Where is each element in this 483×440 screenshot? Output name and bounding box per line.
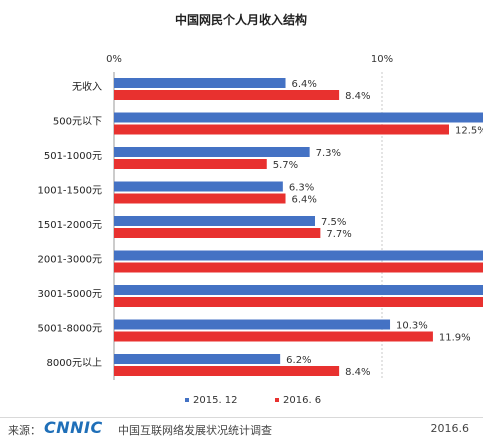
bar	[114, 228, 321, 238]
bar	[114, 216, 315, 226]
bar	[114, 250, 483, 261]
bar	[114, 147, 310, 157]
bar-value-label: 6.2%	[286, 355, 311, 366]
bar	[114, 262, 483, 273]
bar-value-label: 7.7%	[326, 229, 351, 240]
bar-value-label: 6.4%	[292, 79, 317, 90]
category-label: 501-1000元	[44, 151, 102, 162]
bar-value-label: 11.9%	[439, 333, 471, 344]
bar	[114, 297, 483, 307]
bar-value-label: 6.3%	[289, 183, 314, 194]
category-label: 无收入	[72, 80, 102, 93]
category-label: 8000元以上	[47, 357, 102, 369]
chart: 中国网民个人月收入结构0%10%20%无收入6.4%8.4%500元以下14.2…	[37, 12, 483, 406]
legend-swatch	[185, 398, 189, 402]
cnnic-logo: CNNIC	[44, 418, 103, 437]
bar-value-label: 8.4%	[345, 367, 370, 378]
bar-value-label: 8.4%	[345, 91, 370, 102]
category-label: 3001-5000元	[37, 289, 102, 300]
category-label: 2001-3000元	[37, 255, 102, 266]
bar	[114, 181, 283, 192]
bar	[114, 124, 449, 135]
source-label: 来源：	[8, 424, 41, 437]
bar	[114, 331, 433, 342]
category-label: 1501-2000元	[37, 220, 102, 231]
bar	[114, 285, 483, 295]
legend-label: 2015. 12	[193, 395, 238, 406]
bar-value-label: 7.5%	[321, 217, 346, 228]
bar-value-label: 7.3%	[316, 148, 341, 159]
bar	[114, 319, 391, 330]
bar-value-label: 10.3%	[396, 321, 428, 332]
bar	[114, 90, 340, 100]
bar-value-label: 5.7%	[273, 160, 298, 171]
bar	[114, 78, 286, 88]
chart-title: 中国网民个人月收入结构	[175, 12, 307, 27]
x-tick-label: 10%	[371, 54, 393, 65]
category-label: 5001-8000元	[37, 324, 102, 335]
bar	[114, 112, 483, 123]
bar-value-label: 12.5%	[455, 126, 483, 137]
footer: 来源： CNNIC 中国互联网络发展状况统计调查 2016.6	[0, 417, 483, 440]
bar	[114, 193, 286, 204]
source-org: 中国互联网络发展状况统计调查	[118, 424, 272, 437]
legend-swatch	[275, 398, 279, 402]
category-label: 1001-1500元	[37, 186, 102, 197]
x-tick-label: 0%	[106, 54, 122, 65]
bar	[114, 159, 267, 169]
source-date: 2016.6	[430, 422, 470, 435]
bar	[114, 354, 281, 364]
bar-value-label: 6.4%	[292, 195, 317, 206]
category-label: 500元以下	[53, 117, 102, 128]
legend-label: 2016. 6	[283, 395, 321, 406]
bar	[114, 366, 340, 376]
